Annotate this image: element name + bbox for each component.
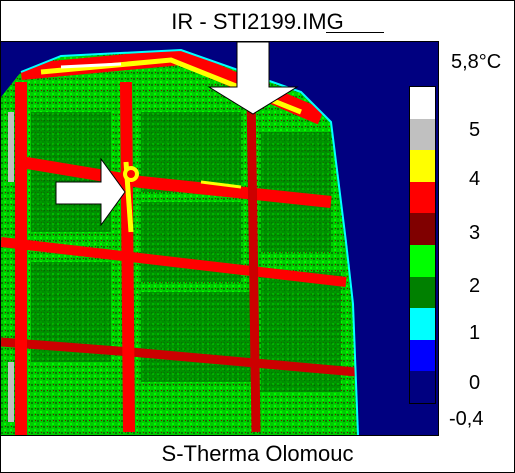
scale-tick-5: 5 <box>469 119 481 141</box>
color-band-dark-red <box>410 213 435 245</box>
footer-caption: S-Therma Olomouc <box>161 441 354 466</box>
scale-max-label: 5,8°C <box>451 51 502 73</box>
title-underline <box>326 32 384 33</box>
color-scale-bar <box>409 86 436 404</box>
window-title: IR - STI2199.IMG <box>171 9 344 34</box>
scale-tick-3: 3 <box>469 222 481 244</box>
color-band-dark-green <box>410 276 435 309</box>
scale-tick-0: 0 <box>469 372 481 394</box>
wall-surface <box>1 50 358 435</box>
arrow-right-icon <box>55 157 126 227</box>
scale-tick-2: 2 <box>469 275 481 297</box>
color-band-blue <box>410 339 435 372</box>
arrow-down-icon <box>207 42 299 115</box>
scale-min-label: -0,4 <box>449 408 484 430</box>
color-band-light-gray <box>410 118 435 151</box>
color-band-navy <box>410 371 435 403</box>
color-band-yellow <box>410 150 435 182</box>
color-band-red <box>410 181 435 214</box>
scale-tick-4: 4 <box>469 168 481 190</box>
scale-panel: 5,8°C -0,4 <box>439 41 514 434</box>
color-band-cyan <box>410 308 435 340</box>
color-band-white <box>410 87 435 119</box>
color-band-green <box>410 244 435 277</box>
thermal-image <box>1 41 439 436</box>
scale-tick-1: 1 <box>469 322 481 344</box>
